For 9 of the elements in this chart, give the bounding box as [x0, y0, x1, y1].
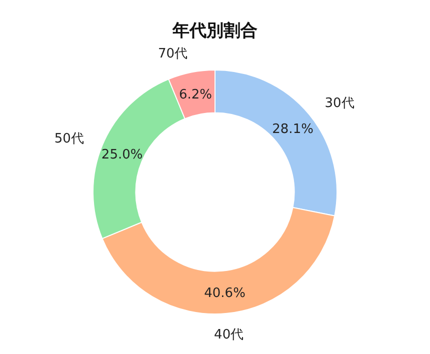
slice-label: 70代: [158, 46, 188, 62]
slice-label: 30代: [324, 96, 354, 111]
chart-title: 年代別割合: [172, 21, 258, 41]
data-label: 6.2%: [178, 87, 212, 102]
data-label: 40.6%: [204, 286, 246, 302]
data-label: 25.0%: [101, 147, 143, 162]
data-label: 28.1%: [272, 122, 314, 138]
slice-label: 50代: [54, 131, 84, 146]
slice-label: 40代: [214, 327, 244, 342]
